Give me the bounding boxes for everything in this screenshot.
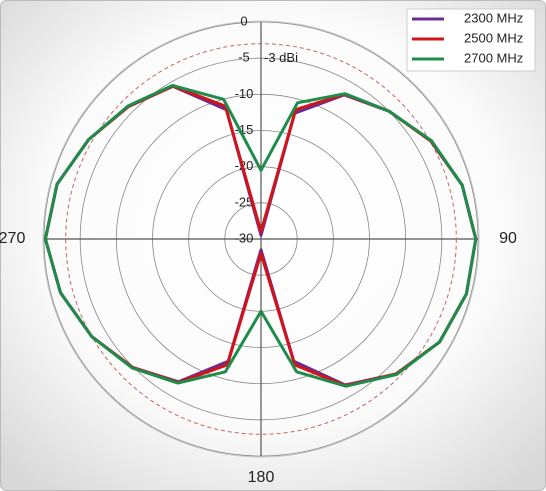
legend-label: 2700 MHz (464, 50, 523, 65)
r-tick-label: -10 (235, 86, 254, 101)
reference-ring (65, 43, 457, 435)
r-tick-label: -15 (235, 122, 254, 137)
theta-tick-label: 90 (499, 230, 517, 247)
legend-label: 2300 MHz (464, 10, 523, 25)
outer-ring (42, 20, 480, 458)
series-line (43, 84, 478, 388)
r-tick-label: -5 (238, 50, 250, 65)
annotation: -3 dBi (264, 50, 298, 65)
r-tick-label: 0 (240, 13, 247, 28)
r-tick-label: -25 (235, 194, 254, 209)
theta-tick-label: 180 (248, 469, 275, 486)
legend-label: 2500 MHz (464, 30, 523, 45)
theta-tick-label: 270 (0, 230, 25, 247)
r-tick-label: -30 (235, 230, 254, 245)
